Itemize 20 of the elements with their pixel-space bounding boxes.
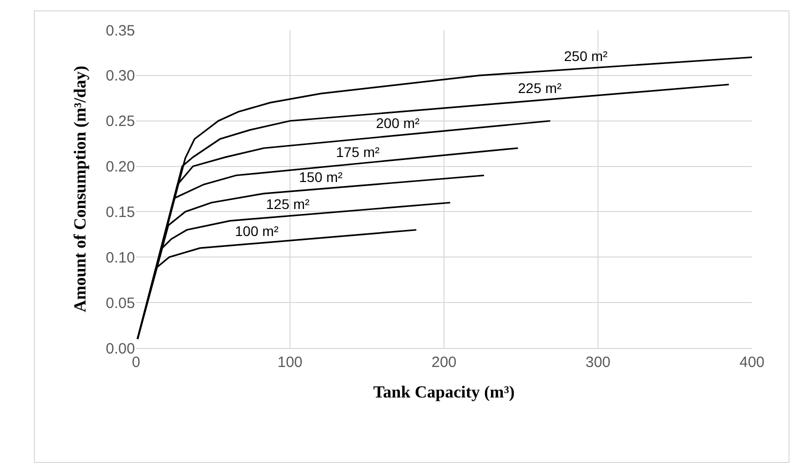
series-label: 225 m² [518,80,562,96]
y-tick-label: 0.20 [106,158,135,176]
x-tick-label: 300 [585,354,611,371]
y-tick-label: 0.05 [106,294,135,312]
series-label: 150 m² [299,169,343,185]
y-axis-title: Amount of Consumption (m³/day) [70,66,90,312]
x-tick-label: 200 [431,354,457,371]
y-tick-label: 0.15 [106,204,135,221]
x-tick-label: 400 [739,354,765,371]
y-tick-label: 0.30 [106,68,135,85]
x-tick-label: 100 [277,354,303,371]
y-tick-label: 0.25 [106,113,135,130]
y-tick-label: 0.10 [106,249,135,266]
series-label: 100 m² [235,223,279,239]
series-label: 200 m² [376,115,420,131]
series-label: 250 m² [564,48,608,64]
series-label: 125 m² [266,196,310,212]
x-axis-title: Tank Capacity (m³) [373,382,515,402]
series-label: 175 m² [336,144,380,160]
y-tick-label: 0.35 [106,22,135,40]
